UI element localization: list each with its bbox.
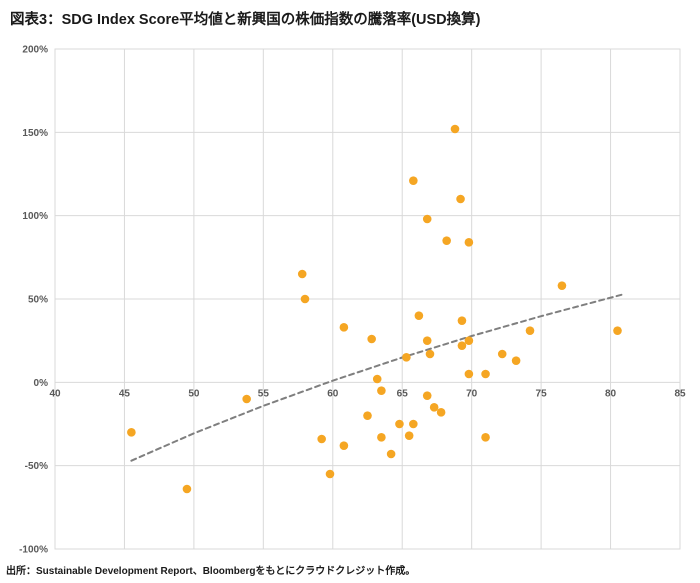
scatter-chart: 200% 150% 100% 50% 0% -50% -100% 40 45 50 55 60 65 70…: [0, 32, 700, 556]
scatter-point: [450, 124, 460, 134]
scatter-point: [325, 469, 335, 479]
scatter-point: [464, 336, 474, 345]
scatter-point: [339, 323, 349, 332]
scatter-point: [557, 281, 567, 290]
x-axis-tick-label: 60: [327, 388, 339, 399]
trend-line: [130, 293, 626, 462]
x-axis-tick-label: 80: [605, 388, 617, 399]
scatter-point: [422, 336, 432, 345]
x-axis-tick-label: 40: [49, 388, 61, 399]
scatter-point: [300, 294, 310, 304]
y-axis-tick-label: -100%: [19, 545, 48, 556]
scatter-point: [297, 269, 307, 279]
y-axis-tick-label: 150%: [22, 128, 48, 139]
scatter-point: [525, 326, 535, 335]
scatter-point: [377, 386, 386, 395]
y-axis-tick-label: 50%: [28, 295, 48, 306]
scatter-point: [442, 236, 451, 245]
scatter-point: [127, 428, 136, 437]
scatter-point: [242, 394, 251, 404]
scatter-point: [409, 176, 418, 185]
scatter-point: [425, 349, 435, 359]
scatter-point: [456, 194, 465, 204]
scatter-point: [481, 369, 490, 379]
y-axis-tick-label: -50%: [25, 461, 48, 472]
chart-title: 図表3：SDG Index Score平均値と新興国の株価指数の騰落率(USD換…: [10, 12, 481, 28]
y-axis-tick-label: 0%: [34, 378, 49, 389]
scatter-point: [511, 356, 521, 365]
scatter-point: [422, 214, 432, 224]
scatter-point: [457, 341, 467, 350]
scatter-point: [481, 433, 490, 442]
x-axis-tick-label: 75: [536, 388, 548, 399]
y-axis-tick-label: 100%: [22, 211, 48, 222]
scatter-point: [339, 441, 349, 450]
scatter-point: [613, 326, 622, 335]
scatter-point: [422, 391, 432, 400]
plot-border: [54, 48, 681, 550]
scatter-point: [363, 411, 372, 420]
scatter-point: [317, 434, 326, 444]
x-axis-tick-label: 70: [466, 388, 478, 399]
scatter-point: [457, 316, 467, 325]
scatter-point: [372, 374, 382, 384]
scatter-point: [414, 311, 424, 320]
scatter-point: [402, 353, 411, 362]
x-axis-tick-label: 65: [397, 388, 409, 399]
x-axis-tick-label: 55: [258, 388, 270, 399]
scatter-point: [404, 431, 414, 440]
scatter-point: [182, 484, 192, 494]
y-axis-tick-label: 200%: [22, 45, 48, 56]
source-note: 出所：Sustainable Development Report、Bloomb…: [6, 566, 416, 577]
scatter-point: [386, 449, 396, 459]
scatter-point: [464, 238, 474, 247]
scatter-point: [429, 403, 439, 412]
scatter-point: [409, 419, 418, 429]
scatter-point: [497, 349, 507, 359]
scatter-point: [395, 419, 404, 429]
x-axis-tick-label: 45: [119, 388, 131, 399]
scatter-point: [367, 334, 376, 344]
scatter-point: [377, 433, 386, 442]
x-axis-tick-label: 85: [674, 388, 686, 399]
x-axis-tick-label: 50: [188, 388, 200, 399]
scatter-plot-svg: 200% 150% 100% 50% 0% -50% -100% 40 45 50 55 60 65 70…: [19, 45, 686, 556]
scatter-point: [464, 369, 474, 379]
scatter-point: [436, 408, 446, 417]
